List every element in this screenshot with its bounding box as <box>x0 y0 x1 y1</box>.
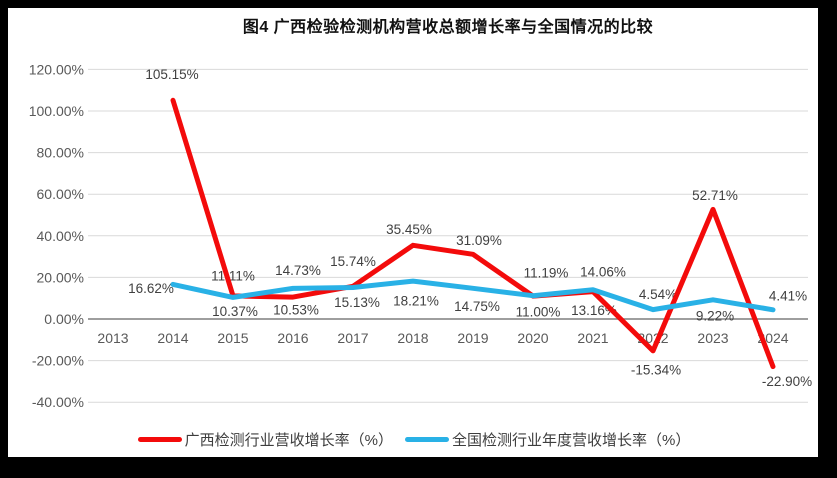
data-label-series-1: 16.62% <box>128 281 174 296</box>
chart-title: 图4 广西检验检测机构营收总额增长率与全国情况的比较 <box>242 19 654 36</box>
legend-item-national: 全国检测行业年度营收增长率（%） <box>405 429 690 450</box>
data-label-series-1: 11.19% <box>524 265 569 280</box>
data-label-series-0: 15.74% <box>330 254 376 269</box>
data-label-series-0: 31.09% <box>456 233 502 248</box>
data-label-series-1: 4.54% <box>639 287 677 302</box>
x-axis-tick-label: 2020 <box>517 330 548 346</box>
data-label-series-1: 14.06% <box>580 264 626 279</box>
legend-item-guangxi: 广西检测行业营收增长率（%） <box>137 429 393 450</box>
legend-label-guangxi: 广西检测行业营收增长率（%） <box>184 432 393 449</box>
data-label-series-1: 10.37% <box>212 304 258 319</box>
data-label-series-1: 15.13% <box>334 295 380 310</box>
data-label-series-0: 10.53% <box>273 303 319 318</box>
page-background <box>8 8 818 457</box>
legend-red-line-icon <box>137 437 182 442</box>
data-label-series-1: 9.22% <box>696 308 734 323</box>
y-axis-tick-label: 80.00% <box>37 145 84 161</box>
data-label-series-1: 14.73% <box>275 263 321 278</box>
x-axis-tick-label: 2016 <box>277 330 308 346</box>
data-label-series-0: 52.71% <box>692 188 738 203</box>
series-line-national <box>170 278 776 313</box>
y-axis-tick-label: 40.00% <box>37 228 84 244</box>
data-label-series-1: 4.41% <box>769 288 807 303</box>
y-axis-tick-label: 0.00% <box>44 311 84 327</box>
series-line-guangxi <box>170 97 776 370</box>
x-axis-tick-label: 2013 <box>97 330 128 346</box>
data-label-series-0: 35.45% <box>386 222 432 237</box>
x-axis-tick-label: 2019 <box>457 330 488 346</box>
y-axis-tick-label: -40.00% <box>32 394 84 410</box>
data-label-series-0: 11.00% <box>516 305 561 320</box>
data-label-series-0: -22.90% <box>762 374 812 389</box>
chart-legend: 广西检测行业营收增长率（%） 全国检测行业年度营收增长率（%） <box>0 429 828 450</box>
data-label-series-0: -15.34% <box>631 363 681 378</box>
data-label-series-0: 11.11% <box>211 268 255 283</box>
y-axis-tick-label: 20.00% <box>37 269 84 285</box>
data-label-series-0: 105.15% <box>145 67 198 82</box>
y-axis-tick-label: 100.00% <box>29 103 84 119</box>
y-axis-tick-label: -20.00% <box>32 353 84 369</box>
legend-blue-line-icon <box>405 437 449 442</box>
x-axis-tick-label: 2015 <box>217 330 248 346</box>
data-label-series-1: 14.75% <box>454 299 500 314</box>
data-label-series-1: 18.21% <box>393 294 439 309</box>
legend-label-national: 全国检测行业年度营收增长率（%） <box>452 432 691 449</box>
y-axis-tick-label: 120.00% <box>29 61 84 77</box>
x-axis-tick-label: 2023 <box>697 330 728 346</box>
y-axis-tick-label: 60.00% <box>37 186 84 202</box>
x-axis-tick-label: 2017 <box>337 330 368 346</box>
x-axis-tick-label: 2014 <box>157 330 188 346</box>
x-axis-tick-label: 2018 <box>397 330 428 346</box>
x-axis-tick-label: 2021 <box>577 330 608 346</box>
